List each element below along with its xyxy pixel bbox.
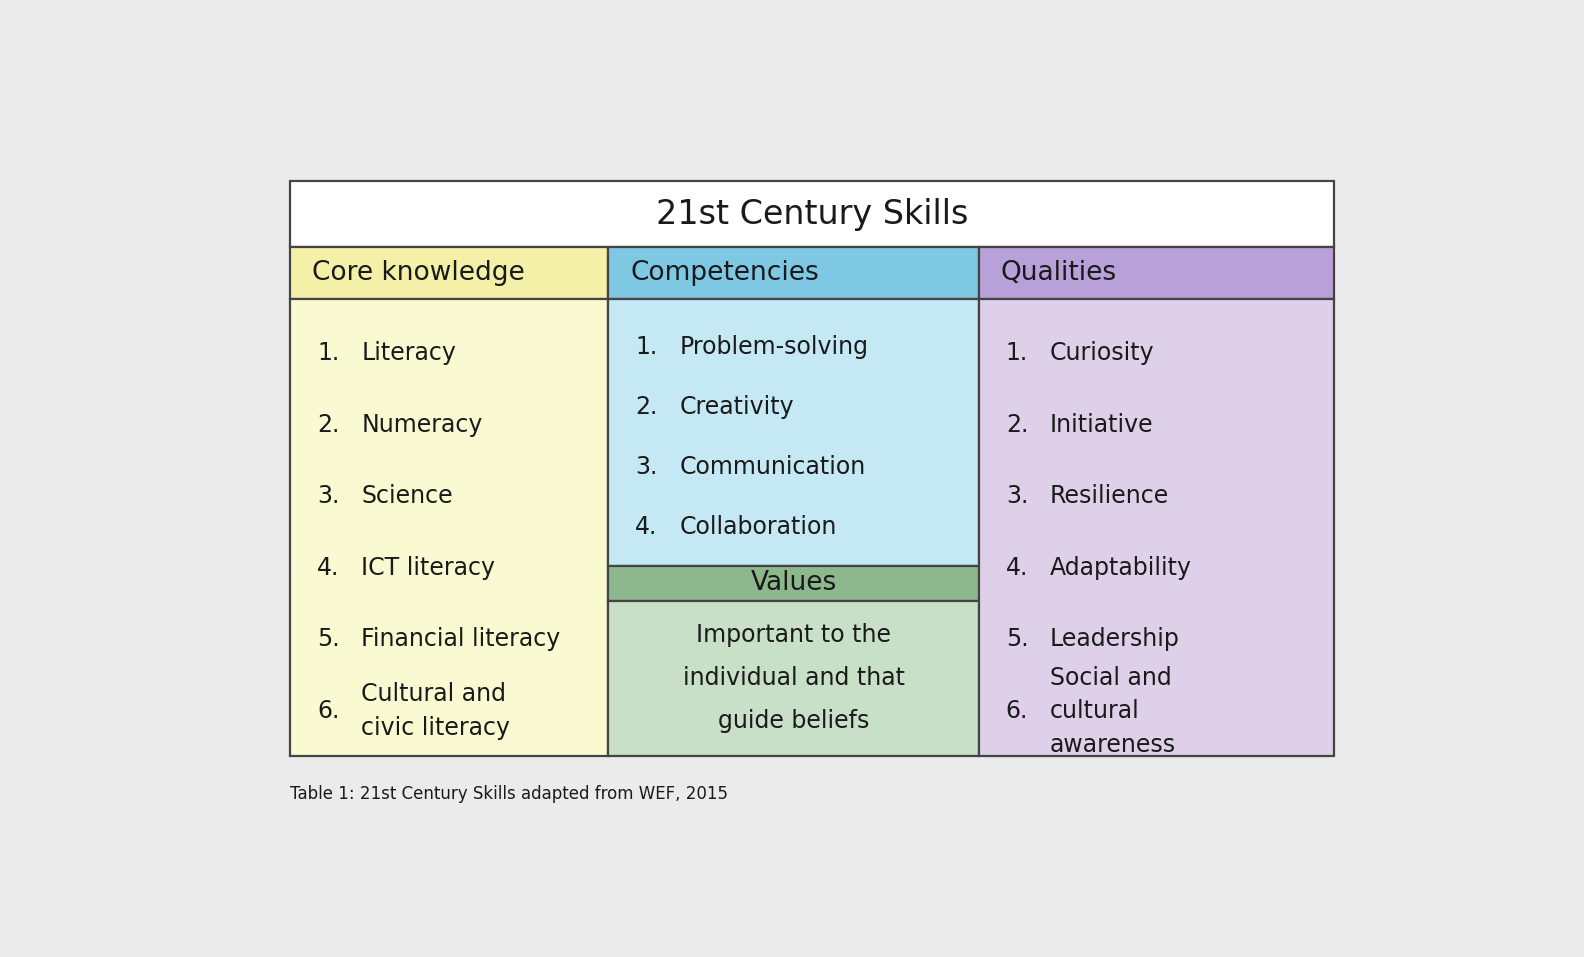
Text: Numeracy: Numeracy xyxy=(361,412,483,436)
Text: 1.: 1. xyxy=(317,341,339,365)
Text: Important to the
individual and that
guide beliefs: Important to the individual and that gui… xyxy=(683,623,904,733)
Bar xyxy=(608,601,979,756)
Text: Literacy: Literacy xyxy=(361,341,456,365)
Text: Adaptability: Adaptability xyxy=(1050,556,1191,580)
Bar xyxy=(290,299,608,756)
Text: 21st Century Skills: 21st Century Skills xyxy=(656,198,968,231)
Text: 3.: 3. xyxy=(635,456,657,479)
Text: 5.: 5. xyxy=(1006,628,1028,652)
Text: 2.: 2. xyxy=(1006,412,1028,436)
Bar xyxy=(608,247,979,299)
Text: Cultural and
civic literacy: Cultural and civic literacy xyxy=(361,682,510,740)
Text: Science: Science xyxy=(361,484,453,508)
Text: 2.: 2. xyxy=(635,395,657,419)
Bar xyxy=(979,247,1334,299)
Text: Table 1: 21st Century Skills adapted from WEF, 2015: Table 1: 21st Century Skills adapted fro… xyxy=(290,786,729,804)
Text: 2.: 2. xyxy=(317,412,339,436)
Text: Problem-solving: Problem-solving xyxy=(680,335,868,359)
Text: Leadership: Leadership xyxy=(1050,628,1180,652)
Text: 4.: 4. xyxy=(317,556,339,580)
Text: Collaboration: Collaboration xyxy=(680,515,836,539)
Text: 6.: 6. xyxy=(1006,699,1028,723)
Bar xyxy=(608,299,979,567)
Text: 6.: 6. xyxy=(317,699,339,723)
Text: Financial literacy: Financial literacy xyxy=(361,628,561,652)
Text: 4.: 4. xyxy=(635,515,657,539)
Text: Initiative: Initiative xyxy=(1050,412,1153,436)
Text: Resilience: Resilience xyxy=(1050,484,1169,508)
Text: Social and
cultural
awareness: Social and cultural awareness xyxy=(1050,665,1175,756)
Bar xyxy=(608,567,979,601)
Text: Creativity: Creativity xyxy=(680,395,794,419)
Text: Core knowledge: Core knowledge xyxy=(312,260,524,286)
Bar xyxy=(290,247,608,299)
Text: Communication: Communication xyxy=(680,456,866,479)
Text: Curiosity: Curiosity xyxy=(1050,341,1155,365)
Text: 4.: 4. xyxy=(1006,556,1028,580)
Bar xyxy=(979,299,1334,756)
Text: 1.: 1. xyxy=(635,335,657,359)
Text: 1.: 1. xyxy=(1006,341,1028,365)
Text: ICT literacy: ICT literacy xyxy=(361,556,496,580)
Text: Qualities: Qualities xyxy=(1001,260,1117,286)
Text: 3.: 3. xyxy=(317,484,339,508)
Bar xyxy=(290,181,1334,247)
Text: 3.: 3. xyxy=(1006,484,1028,508)
Text: Competencies: Competencies xyxy=(630,260,819,286)
Text: 5.: 5. xyxy=(317,628,339,652)
Text: Values: Values xyxy=(751,570,836,596)
